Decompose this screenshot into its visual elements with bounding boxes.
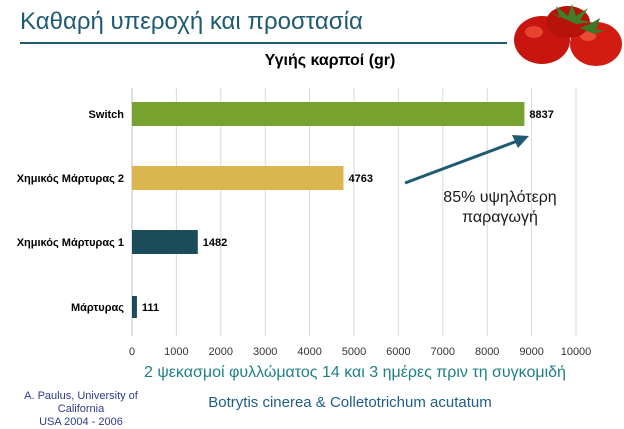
x-tick-label: 10000 — [561, 346, 592, 358]
x-tick-label: 3000 — [253, 346, 277, 358]
category-label: Χημικός Μάρτυρας 1 — [17, 237, 124, 249]
x-tick-label: 2000 — [209, 346, 233, 358]
x-tick-label: 5000 — [342, 346, 366, 358]
chart-title: Υγιής καρποί (gr) — [264, 52, 396, 69]
x-tick-label: 1000 — [164, 346, 188, 358]
annotation-text: 85% υψηλότερη παραγωγή — [430, 188, 570, 228]
credit-line-2: USA 2004 - 2006 — [39, 416, 123, 428]
source-credit: A. Paulus, University of California USA … — [6, 390, 156, 429]
chart-subtitle: 2 ψεκασμοί φυλλώματος 14 και 3 ημέρες πρ… — [144, 364, 566, 381]
title-underline — [20, 42, 507, 44]
value-label: 111 — [142, 302, 159, 314]
bar — [132, 166, 344, 190]
tomato-image — [514, 4, 622, 66]
category-label: Μάρτυρας — [71, 302, 124, 314]
x-tick-label: 6000 — [386, 346, 410, 358]
category-label: Switch — [89, 109, 125, 121]
x-tick-label: 4000 — [297, 346, 321, 358]
bar — [132, 230, 198, 254]
value-label: 1482 — [203, 237, 227, 249]
bar — [132, 296, 137, 318]
value-label: 8837 — [529, 109, 553, 121]
bar — [132, 102, 525, 126]
x-tick-label: 0 — [129, 346, 135, 358]
x-tick-label: 9000 — [519, 346, 543, 358]
category-label: Χημικός Μάρτυρας 2 — [17, 173, 124, 185]
annotation-line-2: παραγωγή — [462, 209, 538, 226]
pathogen-names: Botrytis cinerea & Colletotrichum acutat… — [208, 394, 492, 411]
annotation-arrow — [404, 135, 529, 185]
value-label: 4763 — [348, 173, 372, 185]
annotation-line-1: 85% υψηλότερη — [443, 189, 557, 206]
bar-chart: Switch 8837 Χημικός Μάρτυρας 2 4763 Χημικός … — [17, 88, 592, 358]
credit-line-1: A. Paulus, University of California — [24, 390, 138, 415]
x-tick-label: 7000 — [431, 346, 455, 358]
slide-title: Καθαρή υπεροχή και προστασία — [20, 8, 363, 35]
x-tick-label: 8000 — [475, 346, 499, 358]
